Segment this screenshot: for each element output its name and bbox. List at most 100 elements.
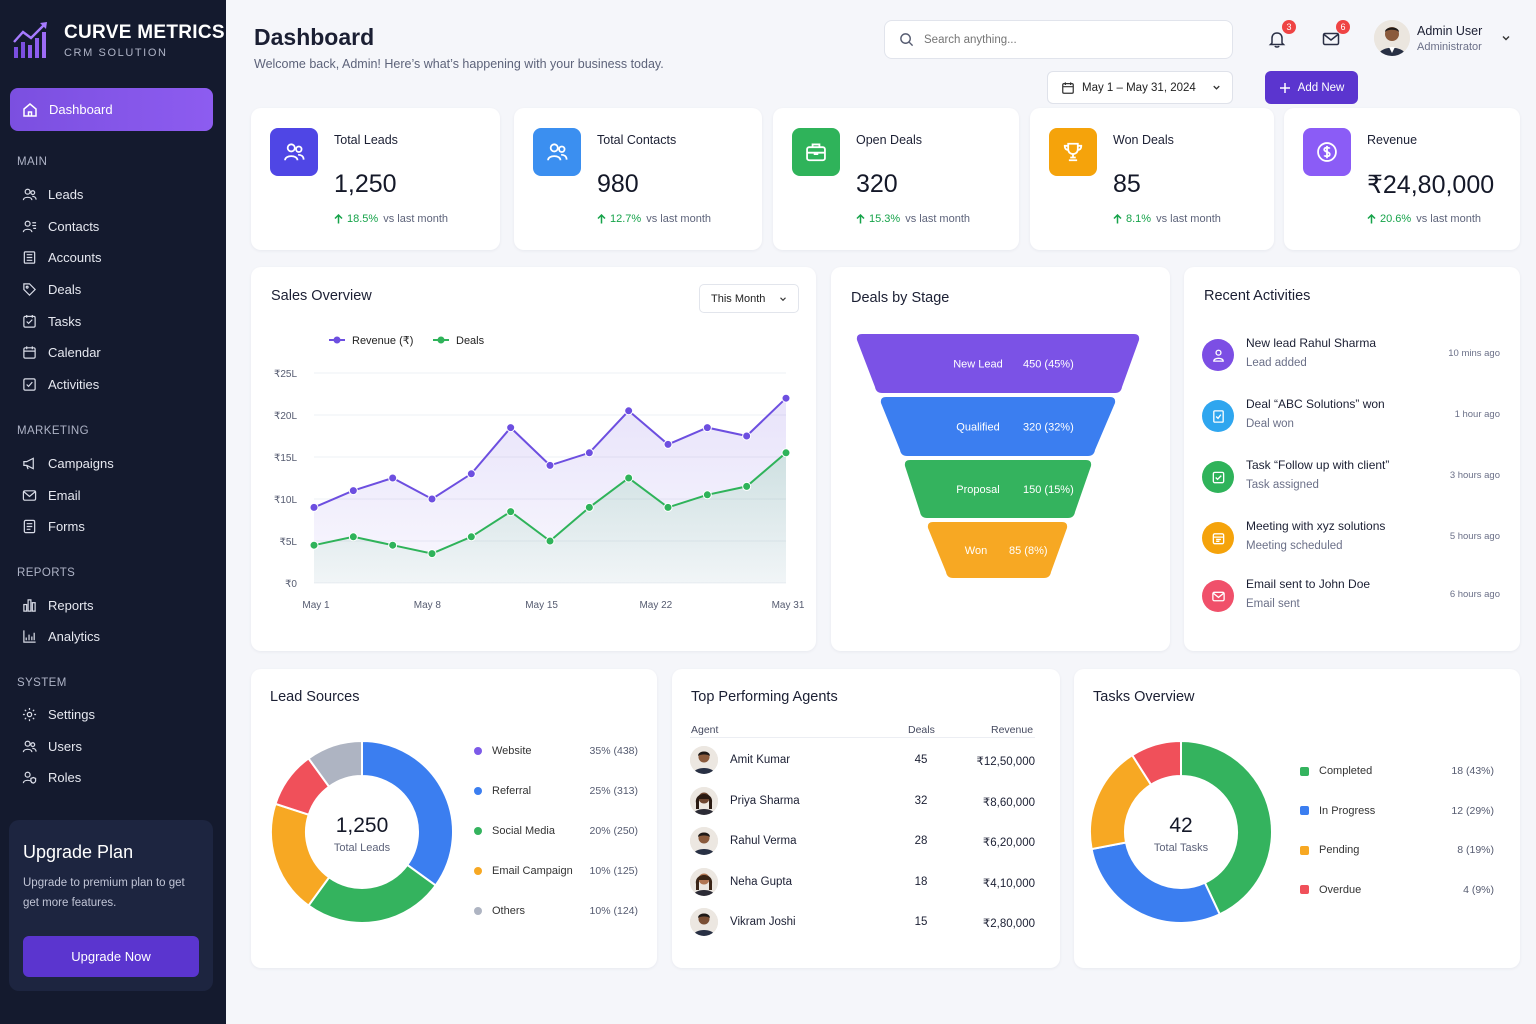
sidebar-item-accounts[interactable]: Accounts bbox=[22, 247, 101, 267]
activity-item[interactable]: New lead Rahul Sharma Lead added 10 mins… bbox=[1202, 336, 1502, 380]
sidebar-item-dashboard[interactable]: Dashboard bbox=[10, 88, 213, 131]
sidebar-item-users[interactable]: Users bbox=[22, 736, 82, 756]
card-title: Tasks Overview bbox=[1093, 689, 1195, 705]
period-select[interactable]: This Month bbox=[699, 284, 799, 313]
activity-time: 1 hour ago bbox=[1454, 409, 1500, 420]
data-point bbox=[742, 431, 752, 441]
mail-icon bbox=[1322, 32, 1340, 46]
sidebar-item-email[interactable]: Email bbox=[22, 485, 81, 505]
sidebar-item-forms[interactable]: Forms bbox=[22, 516, 85, 536]
legend-value: 20% (250) bbox=[589, 825, 638, 837]
table-row[interactable]: Neha Gupta 18 ₹4,10,000 bbox=[690, 867, 1035, 898]
brand-subtitle: CRM SOLUTION bbox=[64, 46, 168, 59]
briefcase-icon bbox=[806, 143, 826, 162]
donut-center: 1,250 Total Leads bbox=[311, 814, 413, 854]
legend-item: Others 10% (124) bbox=[474, 905, 638, 917]
stat-change-pct: 20.6% bbox=[1380, 213, 1412, 225]
agent-avatar-icon bbox=[690, 867, 718, 896]
stat-label: Open Deals bbox=[856, 133, 923, 147]
activity-item[interactable]: Email sent to John Doe Email sent 6 hour… bbox=[1202, 577, 1502, 621]
sidebar-item-campaigns[interactable]: Campaigns bbox=[22, 453, 114, 473]
stat-icon-bg bbox=[792, 128, 840, 176]
chevron-down-icon bbox=[1502, 36, 1510, 41]
stat-card-revenue[interactable]: Revenue ₹24,80,000 20.6% vs last month bbox=[1284, 108, 1520, 250]
donut-slice bbox=[1090, 841, 1222, 924]
activity-title: Meeting with xyz solutions bbox=[1246, 519, 1386, 533]
table-row[interactable]: Amit Kumar 45 ₹12,50,000 bbox=[690, 746, 1035, 776]
activity-item[interactable]: Task “Follow up with client” Task assign… bbox=[1202, 458, 1502, 502]
notifications-button[interactable]: 3 bbox=[1264, 20, 1296, 52]
data-point bbox=[427, 494, 437, 504]
legend-label: Deals bbox=[456, 335, 485, 347]
data-point bbox=[781, 393, 791, 403]
add-new-label: Add New bbox=[1297, 81, 1345, 94]
nav-section-main: MAIN bbox=[17, 156, 48, 168]
stat-change: 8.1% vs last month bbox=[1113, 213, 1221, 225]
sidebar-item-deals[interactable]: Deals bbox=[22, 279, 81, 299]
agent-name: Neha Gupta bbox=[730, 875, 793, 888]
sidebar: CURVE METRICS CRM SOLUTION Dashboard MAI… bbox=[0, 0, 226, 1024]
upgrade-now-button[interactable]: Upgrade Now bbox=[23, 936, 199, 977]
data-point bbox=[309, 502, 319, 512]
sidebar-item-calendar[interactable]: Calendar bbox=[22, 342, 101, 362]
upgrade-title: Upgrade Plan bbox=[23, 842, 134, 862]
stat-card-total-leads[interactable]: Total Leads 1,250 18.5% vs last month bbox=[251, 108, 500, 250]
sidebar-item-label: Tasks bbox=[48, 313, 82, 329]
data-point bbox=[781, 448, 791, 458]
agent-avatar-icon bbox=[690, 746, 718, 774]
funnel-stage-label: Qualified bbox=[956, 422, 999, 434]
donut-center-label: Total Leads bbox=[333, 842, 391, 854]
sidebar-item-tasks[interactable]: Tasks bbox=[22, 311, 81, 331]
sidebar-item-leads[interactable]: Leads bbox=[22, 184, 83, 204]
legend-value: 25% (313) bbox=[589, 785, 638, 797]
sidebar-item-analytics[interactable]: Analytics bbox=[22, 626, 100, 646]
data-point bbox=[388, 473, 398, 483]
stat-card-open-deals[interactable]: Open Deals 320 15.3% vs last month bbox=[773, 108, 1019, 250]
sidebar-item-label: Calendar bbox=[48, 344, 101, 360]
bar-chart-icon bbox=[23, 598, 36, 612]
stat-change-pct: 8.1% bbox=[1126, 213, 1152, 225]
sidebar-item-label: Dashboard bbox=[49, 102, 113, 117]
top-agents-card: Top Performing Agents Agent Deals Revenu… bbox=[672, 669, 1060, 968]
sidebar-item-activities[interactable]: Activities bbox=[22, 374, 99, 394]
activity-item[interactable]: Deal “ABC Solutions” won Deal won 1 hour… bbox=[1202, 397, 1502, 441]
data-point bbox=[663, 502, 673, 512]
card-title: Deals by Stage bbox=[851, 290, 950, 306]
sidebar-item-settings[interactable]: Settings bbox=[22, 704, 95, 724]
check-doc-icon bbox=[1212, 409, 1224, 423]
stat-card-total-contacts[interactable]: Total Contacts 980 12.7% vs last month bbox=[514, 108, 762, 250]
upgrade-text: Upgrade to premium plan to get get more … bbox=[23, 877, 185, 909]
stat-change: 15.3% vs last month bbox=[856, 213, 970, 225]
data-point bbox=[466, 469, 476, 479]
messages-button[interactable]: 6 bbox=[1318, 20, 1350, 52]
sidebar-item-reports[interactable]: Reports bbox=[22, 595, 94, 615]
funnel-chart: New Lead 450 (45%) Qualified 320 (32%) Propo… bbox=[856, 334, 1140, 578]
funnel-stage-label: Won bbox=[965, 545, 987, 557]
user-menu[interactable]: Admin User Administrator bbox=[1374, 20, 1512, 56]
user-name: Admin User bbox=[1417, 23, 1483, 38]
agent-revenue: ₹4,10,000 bbox=[982, 877, 1035, 890]
data-point bbox=[466, 532, 476, 542]
stat-icon-bg bbox=[533, 128, 581, 176]
sidebar-item-contacts[interactable]: Contacts bbox=[22, 216, 99, 236]
stat-card-won-deals[interactable]: Won Deals 85 8.1% vs last month bbox=[1030, 108, 1274, 250]
sidebar-item-roles[interactable]: Roles bbox=[22, 767, 81, 787]
x-tick-label: May 1 bbox=[302, 600, 330, 611]
table-row[interactable]: Priya Sharma 32 ₹8,60,000 bbox=[690, 786, 1035, 817]
search-input[interactable] bbox=[924, 33, 1214, 46]
stat-change: 20.6% vs last month bbox=[1367, 213, 1481, 225]
notification-badge: 3 bbox=[1282, 20, 1296, 34]
activity-title: Task “Follow up with client” bbox=[1246, 458, 1390, 472]
legend-item: Referral 25% (313) bbox=[474, 785, 638, 797]
gear-icon bbox=[22, 707, 37, 721]
stat-icon-bg bbox=[1049, 128, 1097, 176]
add-new-button[interactable]: Add New bbox=[1265, 71, 1358, 104]
data-point bbox=[309, 540, 319, 550]
agent-avatar-icon bbox=[690, 786, 718, 815]
brand[interactable]: CURVE METRICS CRM SOLUTION bbox=[12, 20, 225, 60]
table-row[interactable]: Vikram Joshi 15 ₹2,80,000 bbox=[690, 908, 1035, 938]
activity-item[interactable]: Meeting with xyz solutions Meeting sched… bbox=[1202, 519, 1502, 563]
table-row[interactable]: Rahul Verma 28 ₹6,20,000 bbox=[690, 827, 1035, 857]
data-point bbox=[348, 532, 358, 542]
date-range-picker[interactable]: May 1 – May 31, 2024 bbox=[1047, 71, 1233, 104]
